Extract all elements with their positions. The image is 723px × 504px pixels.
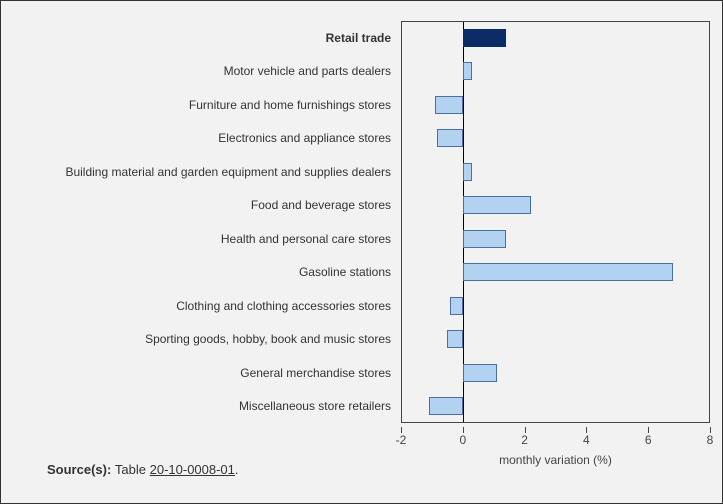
row-label: Health and personal care stores [31, 232, 401, 246]
chart-row: Health and personal care stores [31, 222, 710, 256]
row-plot [401, 356, 710, 390]
bar [435, 96, 463, 114]
row-plot [401, 289, 710, 323]
row-label: Electronics and appliance stores [31, 131, 401, 145]
chart-row: Food and beverage stores [31, 189, 710, 223]
bar [463, 230, 506, 248]
chart-row: Gasoline stations [31, 256, 710, 290]
chart-row: Sporting goods, hobby, book and music st… [31, 323, 710, 357]
row-plot [401, 155, 710, 189]
bar [463, 62, 472, 80]
source-text-after: . [235, 462, 239, 477]
bar [447, 330, 462, 348]
row-plot [401, 122, 710, 156]
bar [429, 397, 463, 415]
chart-row: Furniture and home furnishings stores [31, 88, 710, 122]
row-plot [401, 222, 710, 256]
row-label: Building material and garden equipment a… [31, 165, 401, 179]
chart-row: Miscellaneous store retailers [31, 390, 710, 424]
x-tick-label: 4 [583, 433, 590, 447]
bar [463, 263, 673, 281]
source-prefix: Source(s): [47, 462, 115, 477]
chart-row: Electronics and appliance stores [31, 122, 710, 156]
row-label: Sporting goods, hobby, book and music st… [31, 332, 401, 346]
row-plot [401, 390, 710, 424]
x-axis-title: monthly variation (%) [499, 453, 612, 467]
row-label: Gasoline stations [31, 265, 401, 279]
row-label: General merchandise stores [31, 366, 401, 380]
bar [437, 129, 463, 147]
row-label: Miscellaneous store retailers [31, 399, 401, 413]
chart-row: Retail trade [31, 21, 710, 55]
x-tick-label: 0 [459, 433, 466, 447]
row-label: Food and beverage stores [31, 198, 401, 212]
bar-emphasis [463, 29, 506, 47]
row-label: Furniture and home furnishings stores [31, 98, 401, 112]
bar [463, 196, 531, 214]
row-plot [401, 55, 710, 89]
source-link[interactable]: 20-10-0008-01 [150, 462, 235, 477]
x-tick-label: -2 [396, 433, 407, 447]
row-plot [401, 189, 710, 223]
row-plot [401, 21, 710, 55]
bar [463, 364, 497, 382]
source-text-before: Table [115, 462, 150, 477]
chart-row: Clothing and clothing accessories stores [31, 289, 710, 323]
row-label: Motor vehicle and parts dealers [31, 64, 401, 78]
chart-row: General merchandise stores [31, 356, 710, 390]
x-axis: -202468monthly variation (%) [401, 427, 710, 451]
row-plot [401, 88, 710, 122]
row-plot [401, 256, 710, 290]
row-plot [401, 323, 710, 357]
chart-area: Retail trade Motor vehicle and parts deal… [31, 21, 710, 423]
row-label: Retail trade [31, 31, 401, 45]
x-tick-label: 6 [645, 433, 652, 447]
chart-source: Source(s): Table 20-10-0008-01. [47, 462, 239, 477]
row-label: Clothing and clothing accessories stores [31, 299, 401, 313]
chart-row: Building material and garden equipment a… [31, 155, 710, 189]
chart-row: Motor vehicle and parts dealers [31, 55, 710, 89]
x-tick-label: 2 [521, 433, 528, 447]
bar [463, 163, 472, 181]
bar [450, 297, 462, 315]
x-tick-label: 8 [707, 433, 714, 447]
